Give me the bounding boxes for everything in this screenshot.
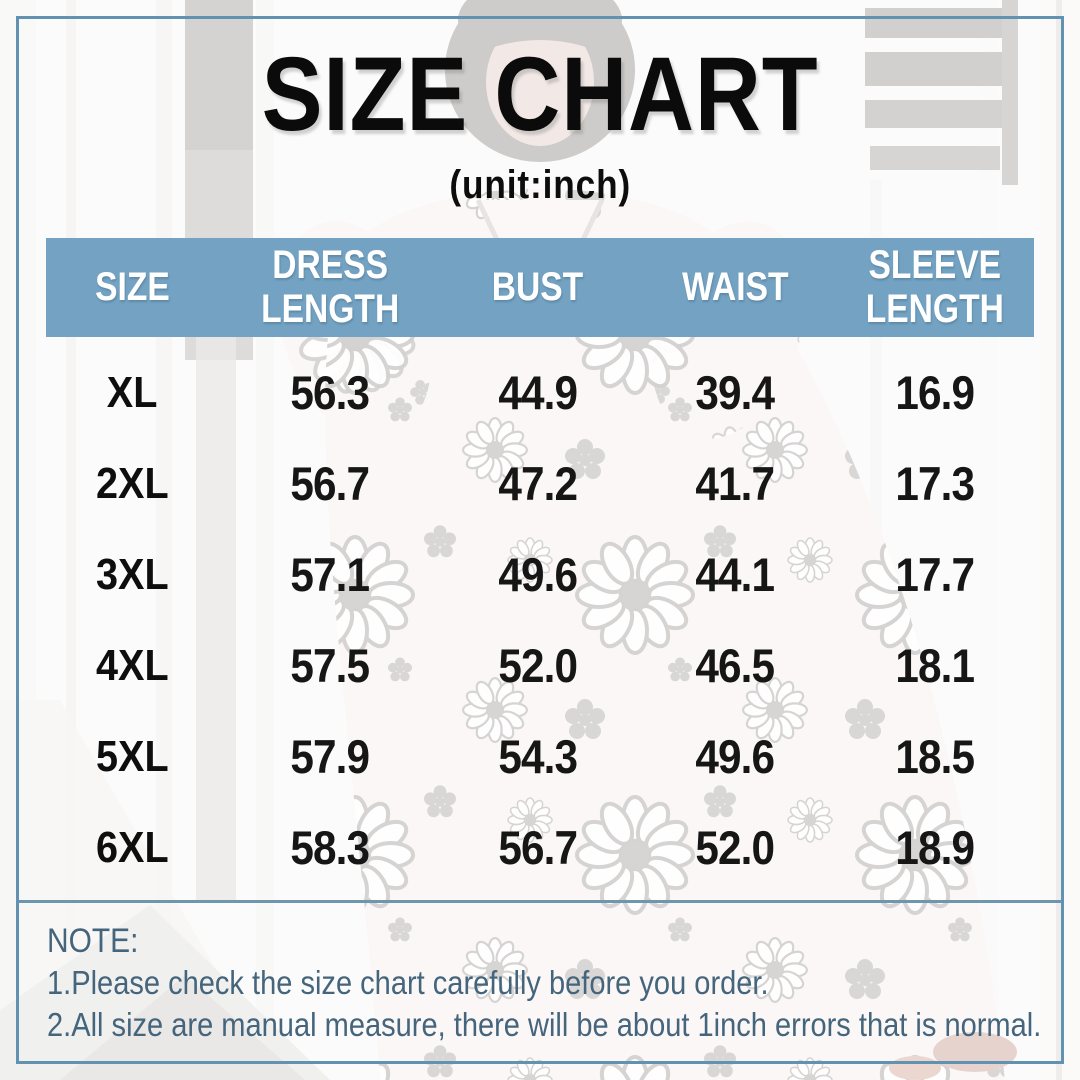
bust-value: 54.3 <box>498 730 578 783</box>
dress-length-value: 57.1 <box>290 548 371 601</box>
size-label: 5XL <box>96 731 169 781</box>
sleeve-length-value: 17.7 <box>895 548 976 601</box>
size-label: 6XL <box>96 822 169 872</box>
header-cell-size: SIZE <box>95 264 170 309</box>
waist-value: 46.5 <box>695 639 776 692</box>
note-line-2: 2.All size are manual measure, there wil… <box>47 1006 1042 1043</box>
table-row-xl: XL 56.3 44.9 39.4 16.9 <box>46 347 1034 438</box>
waist-value: 39.4 <box>695 366 776 419</box>
size-label: 3XL <box>96 549 169 599</box>
bust-value: 49.6 <box>498 548 578 601</box>
header-cell-dress-length: DRESS LENGTH <box>260 243 400 331</box>
note-line-1: 1.Please check the size chart carefully … <box>47 964 769 1001</box>
dress-length-value: 58.3 <box>290 821 371 874</box>
bust-value: 56.7 <box>498 821 578 874</box>
header-cell-bust: BUST <box>491 264 584 309</box>
dress-length-value: 56.7 <box>290 457 371 510</box>
size-table: SIZE DRESS LENGTH BUST WAIST SLEEVE LENG… <box>46 238 1034 893</box>
size-label: 2XL <box>96 458 169 508</box>
unit-label: (unit:inch) <box>0 163 1080 208</box>
dress-length-value: 57.5 <box>290 639 371 692</box>
dress-length-value: 56.3 <box>290 366 371 419</box>
divider-line <box>19 900 1061 903</box>
note-section: NOTE: 1.Please check the size chart care… <box>47 920 1050 1046</box>
sleeve-length-value: 18.5 <box>895 730 976 783</box>
table-header-row: SIZE DRESS LENGTH BUST WAIST SLEEVE LENG… <box>46 238 1034 337</box>
dress-length-value: 57.9 <box>290 730 371 783</box>
sleeve-length-value: 18.9 <box>895 821 976 874</box>
waist-value: 49.6 <box>695 730 776 783</box>
unit-label-text: (unit:inch) <box>449 163 631 207</box>
table-row-3xl: 3XL 57.1 49.6 44.1 17.7 <box>46 529 1034 620</box>
sleeve-length-value: 17.3 <box>895 457 976 510</box>
header-cell-sleeve-length: SLEEVE LENGTH <box>866 243 1005 331</box>
table-body: XL 56.3 44.9 39.4 16.9 2XL 56.7 47.2 41.… <box>46 337 1034 893</box>
waist-value: 52.0 <box>695 821 776 874</box>
sleeve-length-value: 16.9 <box>895 366 976 419</box>
page-title: SIZE CHART <box>0 42 1080 147</box>
sleeve-length-value: 18.1 <box>895 639 976 692</box>
size-label: 4XL <box>96 640 169 690</box>
bust-value: 47.2 <box>498 457 578 510</box>
table-row-6xl: 6XL 58.3 56.7 52.0 18.9 <box>46 802 1034 893</box>
table-row-5xl: 5XL 57.9 54.3 49.6 18.5 <box>46 711 1034 802</box>
page-title-text: SIZE CHART <box>261 36 819 153</box>
bust-value: 52.0 <box>498 639 578 692</box>
note-heading: NOTE: <box>47 922 139 960</box>
size-label: XL <box>107 367 158 417</box>
table-row-4xl: 4XL 57.5 52.0 46.5 18.1 <box>46 620 1034 711</box>
header-cell-waist: WAIST <box>681 264 789 309</box>
bust-value: 44.9 <box>498 366 578 419</box>
waist-value: 41.7 <box>695 457 776 510</box>
table-row-2xl: 2XL 56.7 47.2 41.7 17.3 <box>46 438 1034 529</box>
waist-value: 44.1 <box>695 548 776 601</box>
